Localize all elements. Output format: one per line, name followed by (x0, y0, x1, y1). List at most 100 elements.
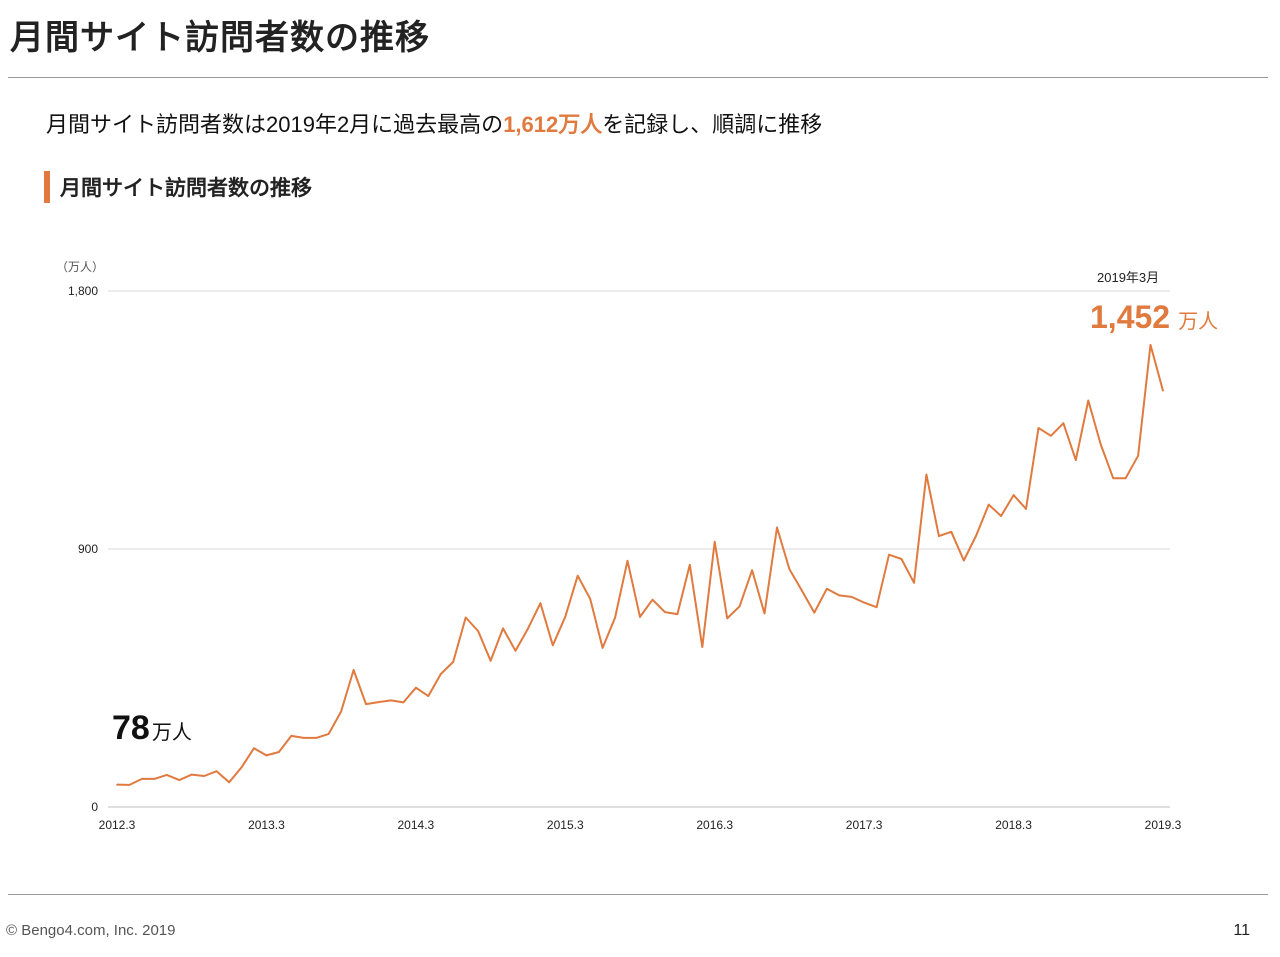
data-point (390, 699, 392, 702)
data-point (589, 598, 591, 600)
y-tick-label: 900 (78, 542, 98, 556)
data-point (1075, 459, 1077, 461)
title-divider (8, 77, 1268, 78)
data-point (564, 615, 567, 618)
copyright-text: © Bengo4.com, Inc. 2019 (6, 922, 176, 939)
data-point (875, 606, 878, 608)
section-heading: 月間サイト訪問者数の推移 (44, 171, 312, 203)
data-point (1137, 455, 1139, 457)
data-point (1149, 344, 1152, 346)
data-point (539, 602, 542, 604)
data-point (302, 737, 305, 739)
data-point (1025, 508, 1027, 510)
x-tick-label: 2015.3 (547, 818, 584, 832)
data-point (825, 588, 828, 590)
data-point (664, 611, 666, 613)
data-point (153, 778, 156, 780)
x-tick-label: 2012.3 (99, 818, 136, 832)
data-point (552, 644, 554, 647)
data-point (614, 616, 616, 619)
end-annotation: 1,452 万人 (1090, 299, 1218, 335)
data-point (913, 582, 915, 584)
data-point (452, 661, 455, 663)
end-annotation-value: 1,452 (1090, 299, 1170, 335)
data-point (477, 630, 479, 632)
data-point (863, 601, 865, 604)
section-label: 月間サイト訪問者数の推移 (60, 177, 312, 200)
x-tick-label: 2018.3 (995, 818, 1032, 832)
data-point (141, 778, 143, 780)
x-tick-label: 2013.3 (248, 818, 285, 832)
end-annotation-date: 2019年3月 (1097, 270, 1159, 285)
x-axis-ticks: 2012.3 2013.3 2014.3 2015.3 2016.3 2017.3 2018… (99, 818, 1182, 832)
data-point (950, 531, 953, 533)
data-point (215, 770, 218, 772)
data-point (203, 775, 205, 777)
page-number: 11 (1233, 922, 1250, 939)
data-point (290, 735, 293, 737)
data-point (527, 627, 529, 630)
data-point (464, 616, 467, 619)
data-point (651, 598, 654, 601)
footer-divider (8, 894, 1268, 895)
series-points (116, 344, 1164, 786)
data-point (514, 649, 517, 652)
start-annotation-value: 78 (112, 709, 150, 747)
data-point (377, 701, 380, 703)
y-tick-label: 0 (91, 800, 98, 814)
end-annotation-unit: 万人 (1178, 310, 1218, 333)
data-point (689, 563, 691, 566)
data-point (1062, 422, 1065, 424)
headline-highlight: 1,612万人 (503, 112, 603, 137)
data-point (576, 574, 579, 577)
data-point (1012, 494, 1015, 496)
headline-text-end: を記録し、順調に推移 (602, 112, 823, 137)
headline-text: 月間サイト訪問者数は2019年2月に過去最高の (46, 112, 504, 137)
data-point (713, 541, 716, 543)
data-point (925, 473, 928, 476)
data-point (738, 605, 741, 608)
data-point (427, 695, 430, 697)
data-point (788, 568, 791, 570)
data-point (439, 673, 442, 675)
data-point (166, 774, 168, 776)
data-point (327, 733, 330, 735)
y-tick-label: 1,800 (68, 284, 98, 298)
data-point (415, 686, 417, 689)
data-point (639, 616, 641, 618)
data-point (626, 559, 629, 562)
data-point (402, 701, 405, 704)
data-point (975, 534, 978, 537)
data-point (128, 784, 131, 786)
start-annotation: 78 万人 (112, 709, 192, 747)
data-point (1112, 477, 1114, 479)
headline: 月間サイト訪問者数は2019年2月に過去最高の1,612万人を記録し、順調に推移 (46, 107, 822, 139)
data-point (763, 612, 766, 615)
data-point (1037, 427, 1040, 429)
data-point (888, 553, 890, 556)
data-point (850, 596, 853, 598)
x-tick-label: 2016.3 (696, 818, 733, 832)
data-point (489, 660, 492, 662)
y-unit-label: （万人） (56, 260, 104, 274)
data-point (938, 535, 940, 537)
data-point (813, 611, 816, 614)
section-marker-icon (44, 171, 50, 203)
data-point (1000, 515, 1002, 517)
data-point (1124, 477, 1127, 479)
data-point (751, 569, 753, 572)
x-tick-label: 2019.3 (1145, 818, 1182, 832)
data-point (315, 737, 318, 739)
data-point (265, 754, 268, 757)
data-point (365, 703, 367, 705)
data-point (190, 773, 193, 776)
data-point (701, 646, 704, 648)
data-point (352, 669, 355, 671)
data-point (228, 781, 230, 784)
data-point (178, 779, 181, 781)
series-line (116, 343, 1164, 786)
x-tick-label: 2014.3 (398, 818, 435, 832)
data-point (340, 710, 342, 713)
data-point (962, 559, 965, 562)
